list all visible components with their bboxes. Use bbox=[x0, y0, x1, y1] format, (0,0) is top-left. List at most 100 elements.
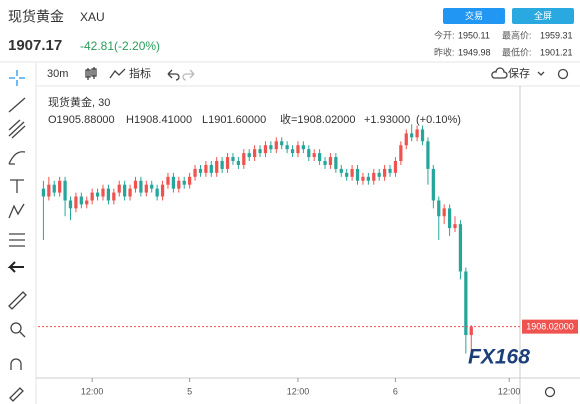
candle-body bbox=[79, 196, 83, 205]
candle-body bbox=[269, 145, 273, 150]
ruler-tool[interactable] bbox=[8, 291, 27, 310]
x-tick-label: 12:00 bbox=[498, 386, 521, 396]
dropdown-icon[interactable] bbox=[537, 71, 545, 76]
fullscreen-button[interactable] bbox=[512, 8, 574, 24]
brush-tool[interactable] bbox=[8, 151, 26, 165]
legend-title: 现货黄金, 30 bbox=[48, 95, 110, 109]
candle-body bbox=[334, 157, 338, 169]
candle-body bbox=[128, 188, 132, 197]
trade-button[interactable] bbox=[443, 8, 505, 24]
candle-body bbox=[415, 129, 419, 138]
candle-body bbox=[339, 168, 343, 173]
candle-body bbox=[458, 224, 463, 272]
ohlc-legend: H1908.41000 bbox=[126, 114, 192, 126]
zoom-tool[interactable] bbox=[10, 322, 22, 334]
candle-body bbox=[426, 141, 430, 169]
axis-settings-icon[interactable] bbox=[544, 386, 556, 398]
candle-body bbox=[63, 180, 67, 201]
indicator-icon[interactable] bbox=[109, 68, 126, 79]
x-tick-label: 5 bbox=[187, 386, 192, 396]
candle-body bbox=[58, 180, 62, 193]
back-tool[interactable] bbox=[7, 261, 24, 273]
magnet-tool[interactable] bbox=[10, 358, 22, 370]
candle-body bbox=[345, 172, 349, 177]
candle-body bbox=[317, 153, 322, 162]
candle-body bbox=[85, 200, 89, 205]
x-tick-label: 12:00 bbox=[287, 386, 310, 396]
settings-icon[interactable] bbox=[557, 68, 569, 80]
indicators[interactable]: 指标 bbox=[129, 66, 151, 80]
zoom-tool-handle[interactable] bbox=[19, 331, 26, 338]
stat-value: 1901.21 bbox=[540, 47, 573, 57]
last-price-badge bbox=[522, 319, 578, 334]
candle-body bbox=[171, 176, 176, 189]
ohlc-legend: O1905.88000 bbox=[48, 114, 115, 126]
redo-icon[interactable] bbox=[182, 69, 195, 81]
stat-label: 昨收: bbox=[434, 46, 455, 57]
stat-label: 最低价: bbox=[502, 46, 532, 57]
candle-body bbox=[139, 180, 143, 193]
candle-body bbox=[393, 161, 398, 173]
candle-body bbox=[431, 168, 435, 201]
candle-body bbox=[410, 133, 414, 138]
logo: FX168 bbox=[468, 346, 530, 369]
candle-body bbox=[404, 133, 408, 146]
candle-body bbox=[101, 188, 105, 197]
candle-body bbox=[437, 200, 441, 217]
undo-icon[interactable] bbox=[167, 69, 180, 81]
save-icon[interactable] bbox=[491, 67, 508, 79]
prediction-tool[interactable] bbox=[9, 233, 25, 247]
candle-body bbox=[296, 145, 300, 154]
candle-body bbox=[366, 176, 370, 181]
interval[interactable]: 30m bbox=[47, 68, 68, 80]
candle-body bbox=[253, 149, 257, 158]
trade-button-label[interactable]: 交易 bbox=[465, 10, 483, 21]
candle-body bbox=[155, 188, 159, 197]
candle-body bbox=[193, 168, 197, 177]
candle-body bbox=[258, 149, 262, 154]
fullscreen-button-label[interactable]: 全屏 bbox=[534, 10, 552, 21]
candle-body bbox=[355, 168, 360, 181]
x-tick-label: 6 bbox=[393, 386, 398, 396]
chart-type-icon[interactable] bbox=[85, 67, 97, 80]
candle-body bbox=[274, 141, 278, 150]
candle-body bbox=[144, 184, 148, 193]
left-toolbar bbox=[7, 70, 27, 402]
text-tool[interactable] bbox=[10, 179, 24, 193]
fib-tool[interactable] bbox=[8, 119, 26, 139]
candle-body bbox=[285, 145, 289, 150]
candle-body bbox=[225, 157, 230, 169]
line-tool[interactable] bbox=[8, 97, 26, 113]
stat-value: 1959.31 bbox=[540, 30, 573, 40]
price-change: -42.81(-2.20%) bbox=[80, 39, 160, 53]
candle-body bbox=[247, 153, 251, 158]
ohlc-legend: (+0.10%) bbox=[416, 114, 461, 126]
candle-body bbox=[469, 326, 473, 336]
candle-body bbox=[312, 153, 316, 158]
pattern-tool[interactable] bbox=[8, 203, 25, 219]
candle-body bbox=[133, 180, 138, 189]
save[interactable]: 保存 bbox=[508, 66, 530, 80]
candle-body bbox=[123, 184, 127, 197]
candle-body bbox=[106, 188, 111, 201]
candle-body bbox=[220, 161, 224, 169]
candle-body bbox=[301, 145, 305, 150]
candle-body bbox=[209, 164, 213, 173]
crosshair-tool[interactable] bbox=[9, 70, 25, 86]
candle-body bbox=[231, 157, 235, 162]
candle-body bbox=[442, 208, 446, 217]
candle-body bbox=[263, 145, 268, 154]
ohlc-legend: +1.93000 bbox=[364, 114, 410, 126]
stat-label: 今开: bbox=[434, 29, 455, 40]
candle-body bbox=[215, 161, 219, 173]
pencil-tool[interactable] bbox=[9, 387, 24, 402]
candle-body bbox=[166, 176, 170, 185]
candle-body bbox=[361, 176, 365, 181]
candle-body bbox=[307, 149, 311, 158]
instrument-title: 现货黄金 bbox=[8, 9, 64, 25]
candle-body bbox=[198, 168, 203, 173]
price: 1907.17 bbox=[8, 37, 62, 54]
